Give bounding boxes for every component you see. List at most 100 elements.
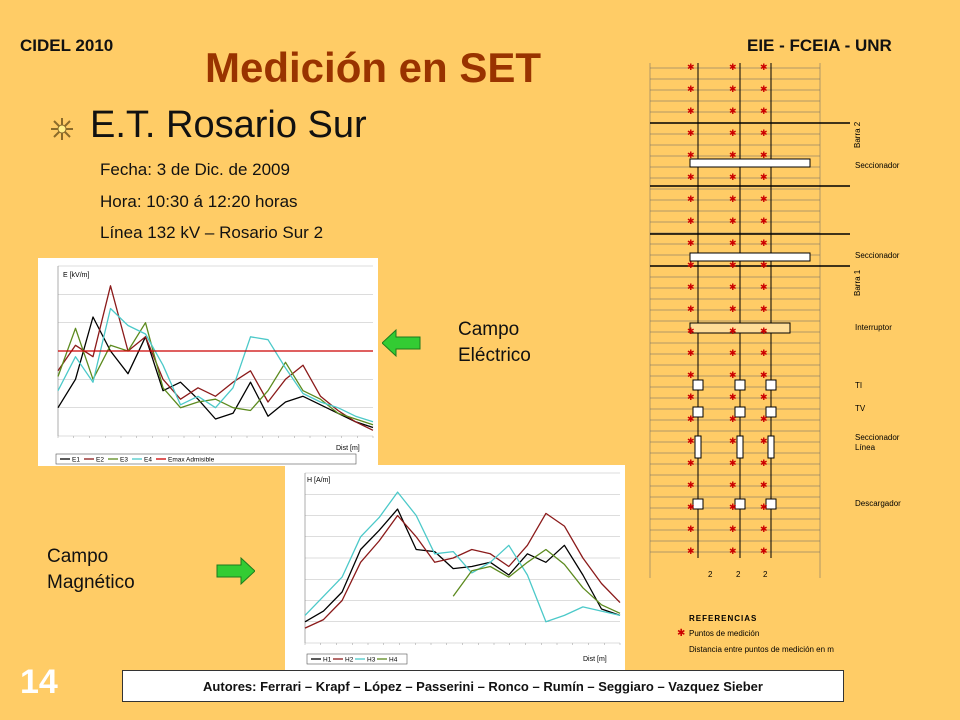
h-ylabel: H [A/m] — [307, 477, 330, 484]
measurement-point-icon: ✱ — [687, 128, 695, 138]
legend-label: E1 — [72, 457, 80, 464]
measurement-point-icon: ✱ — [729, 546, 737, 556]
measurement-point-icon: ✱ — [760, 238, 768, 248]
measurement-point-icon: ✱ — [687, 546, 695, 556]
measurement-point-icon: ✱ — [729, 238, 737, 248]
svg-text:TV: TV — [855, 404, 866, 413]
measurement-point-icon: ✱ — [760, 128, 768, 138]
svg-text:✱: ✱ — [677, 628, 685, 639]
measurement-point-icon: ✱ — [687, 414, 695, 424]
legend-label: E2 — [96, 457, 104, 464]
hora-text: Hora: 10:30 á 12:20 horas — [100, 192, 298, 211]
measurement-point-icon: ✱ — [760, 348, 768, 358]
substation-diagram: ✱ ✱ ✱ ✱ ✱ ✱ ✱ ✱ ✱ ✱ ✱ ✱ ✱ ✱ ✱ ✱ ✱ ✱ ✱ ✱ ✱ ✱ ✱ ✱ ✱ ✱ ✱ ✱ ✱ ✱ ✱ ✱ ✱ ✱ ✱ ✱ ✱ ✱ ✱ ✱… — [649, 62, 901, 654]
measurement-point-icon: ✱ — [687, 194, 695, 204]
series-line-e2 — [57, 285, 374, 431]
measurement-point-icon: ✱ — [729, 172, 737, 182]
measurement-point-icon: ✱ — [729, 414, 737, 424]
measurement-point-icon: ✱ — [760, 172, 768, 182]
e-ylabel: E [kV/m] — [63, 272, 90, 279]
measurement-point-icon: ✱ — [729, 480, 737, 490]
arrow-right-icon — [216, 556, 255, 586]
measurement-point-icon: ✱ — [729, 524, 737, 534]
campo-magnetico-line2: Magnético — [47, 572, 135, 593]
measurement-point-icon: ✱ — [760, 194, 768, 204]
measurement-point-icon: ✱ — [687, 106, 695, 116]
svg-text:2: 2 — [708, 570, 713, 579]
svg-text:Seccionador: Seccionador — [855, 161, 900, 170]
measurement-point-icon: ✱ — [729, 62, 737, 72]
measurement-point-icon: ✱ — [760, 436, 768, 446]
campo-electrico-line1: Campo — [458, 319, 520, 340]
measurement-point-icon: ✱ — [729, 502, 737, 512]
legend-label: Emax Admisible — [168, 457, 215, 464]
measurement-point-icon: ✱ — [729, 128, 737, 138]
measurement-point-icon: ✱ — [729, 106, 737, 116]
measurement-point-icon: ✱ — [687, 150, 695, 160]
svg-text:Barra 2: Barra 2 — [853, 121, 862, 148]
measurement-point-icon: ✱ — [760, 326, 768, 336]
arrow-left-icon — [382, 328, 421, 358]
magnetic-field-chart: H [A/m] Dist [m] H1 H2 H3 H4 — [285, 465, 625, 670]
measurement-point-icon: ✱ — [760, 106, 768, 116]
measurement-point-icon: ✱ — [687, 172, 695, 182]
measurement-point-icon: ✱ — [687, 480, 695, 490]
measurement-point-icon: ✱ — [687, 216, 695, 226]
measurement-point-icon: ✱ — [687, 392, 695, 402]
measurement-point-icon: ✱ — [687, 326, 695, 336]
series-line-h4 — [452, 548, 621, 614]
measurement-point-icon: ✱ — [687, 260, 695, 270]
measurement-point-icon: ✱ — [729, 282, 737, 292]
header-left: CIDEL 2010 — [20, 36, 114, 55]
fecha-text: Fecha: 3 de Dic. de 2009 — [100, 160, 290, 179]
header-right: EIE - FCEIA - UNR — [747, 36, 892, 55]
slide-number: 14 — [20, 663, 58, 701]
measurement-point-icon: ✱ — [760, 150, 768, 160]
svg-text:REFERENCIAS: REFERENCIAS — [689, 614, 757, 623]
legend-label: H1 — [323, 657, 332, 664]
measurement-point-icon: ✱ — [729, 436, 737, 446]
legend-label: H4 — [389, 657, 398, 664]
bullet-icon — [51, 118, 73, 140]
svg-text:Línea: Línea — [855, 443, 876, 452]
e-xlabel: Dist [m] — [336, 445, 360, 452]
svg-text:TI: TI — [855, 381, 862, 390]
electric-field-chart: E [kV/m] Dist [m] E1 E2 E3 E4 Emax Admisible — [38, 258, 378, 466]
measurement-point-icon: ✱ — [760, 62, 768, 72]
measurement-point-icon: ✱ — [687, 84, 695, 94]
campo-electrico-line2: Eléctrico — [458, 345, 531, 366]
measurement-point-icon: ✱ — [687, 62, 695, 72]
measurement-point-icon: ✱ — [760, 502, 768, 512]
svg-text:2: 2 — [736, 570, 741, 579]
campo-electrico-label: Campo Eléctrico — [458, 317, 531, 369]
measurement-point-icon: ✱ — [760, 304, 768, 314]
linea-text: Línea 132 kV – Rosario Sur 2 — [100, 223, 324, 242]
measurement-point-icon: ✱ — [687, 436, 695, 446]
svg-text:Seccionador: Seccionador — [855, 251, 900, 260]
svg-text:Barra 1: Barra 1 — [853, 269, 862, 296]
series-line-e3 — [57, 322, 374, 426]
measurement-point-icon: ✱ — [729, 84, 737, 94]
measurement-point-icon: ✱ — [760, 414, 768, 424]
measurement-point-icon: ✱ — [729, 216, 737, 226]
svg-text:Puntos de medición: Puntos de medición — [689, 629, 759, 638]
series-line-h2 — [304, 512, 621, 629]
measurement-point-icon: ✱ — [687, 524, 695, 534]
measurement-point-icon: ✱ — [729, 392, 737, 402]
measurement-point-icon: ✱ — [760, 216, 768, 226]
measurement-point-icon: ✱ — [687, 304, 695, 314]
svg-text:Descargador: Descargador — [855, 499, 901, 508]
authors-bar: Autores: Ferrari – Krapf – López – Passe… — [122, 670, 844, 702]
legend-label: E4 — [144, 457, 152, 464]
legend-label: E3 — [120, 457, 128, 464]
svg-text:2: 2 — [763, 570, 768, 579]
measurement-point-icon: ✱ — [729, 458, 737, 468]
measurement-point-icon: ✱ — [760, 84, 768, 94]
series-line-h3 — [304, 491, 621, 623]
station-name: E.T. Rosario Sur — [90, 104, 367, 146]
measurement-point-icon: ✱ — [687, 282, 695, 292]
series-line-e4 — [57, 307, 374, 423]
slide-title: Medición en SET — [205, 44, 542, 91]
measurement-point-icon: ✱ — [760, 524, 768, 534]
measurement-point-icon: ✱ — [729, 348, 737, 358]
